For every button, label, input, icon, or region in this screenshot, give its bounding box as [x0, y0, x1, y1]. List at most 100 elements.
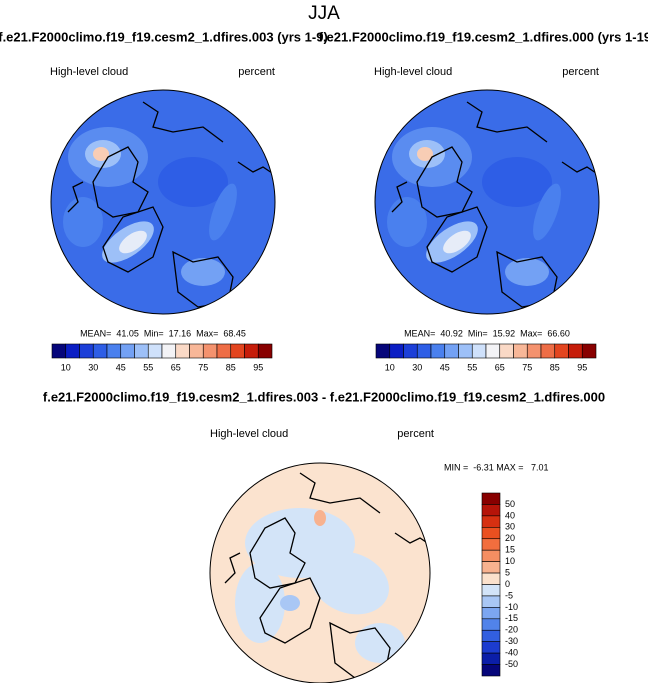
colorbar-box	[481, 504, 501, 517]
map-region	[533, 183, 561, 241]
map-region	[209, 183, 237, 241]
colorbar-label: 10	[61, 362, 71, 372]
coastline	[391, 181, 408, 213]
map-region	[311, 551, 389, 615]
colorbar-box	[147, 343, 163, 359]
colorbar-box	[389, 343, 404, 359]
colorbar-label: 55	[143, 362, 153, 372]
colorbar-label: 30	[505, 522, 515, 532]
coastline	[496, 250, 558, 308]
colorbar-label: 5	[505, 567, 510, 577]
coastline	[67, 181, 84, 213]
colorbar-box	[485, 343, 501, 359]
map-region	[93, 147, 109, 161]
colorbar-box	[481, 652, 501, 665]
coastline	[249, 517, 306, 589]
colorbar-box	[444, 343, 459, 359]
colorbar-label: 50	[505, 499, 515, 509]
coastline	[172, 250, 234, 308]
coastline	[466, 101, 548, 143]
colorbar-box	[120, 343, 135, 359]
units-label: percent	[238, 66, 275, 78]
colorbar-box	[79, 343, 94, 359]
colorbar-box	[513, 343, 528, 359]
colorbar-box	[375, 343, 391, 359]
colorbar-box	[471, 343, 487, 359]
coastline	[426, 206, 488, 273]
coastline	[92, 146, 149, 218]
colorbar-label: 85	[550, 362, 560, 372]
colorbar-box	[568, 343, 583, 359]
map-stats: MEAN= 40.92 Min= 15.92 Max= 66.60	[404, 328, 570, 338]
colorbar-label: 75	[198, 362, 208, 372]
colorbar-label: -20	[505, 625, 518, 635]
colorbar-box	[481, 595, 501, 608]
map-stats: MIN = -6.31 MAX = 7.01	[444, 462, 549, 472]
panel-title: f.e21.F2000climo.f19_f19.cesm2_1.dfires.…	[319, 29, 648, 44]
map-region	[417, 147, 433, 161]
colorbar-label: 10	[385, 362, 395, 372]
colorbar-box	[481, 584, 501, 597]
colorbar-box	[134, 343, 149, 359]
colorbar-label: 65	[171, 362, 181, 372]
colorbar-box	[554, 343, 569, 359]
colorbar-label: -10	[505, 602, 518, 612]
coastline	[224, 552, 241, 584]
coastline	[299, 472, 381, 514]
colorbar-label: 45	[116, 362, 126, 372]
colorbar-label: -40	[505, 648, 518, 658]
variable-label: High-level cloud	[374, 66, 452, 78]
colorbar-label: 30	[412, 362, 422, 372]
colorbar-box	[481, 527, 501, 540]
colorbar-box	[106, 343, 122, 359]
colorbar-box	[581, 343, 597, 359]
colorbar-label: 95	[577, 362, 587, 372]
colorbar-box	[481, 538, 501, 551]
map-region	[63, 197, 103, 247]
colorbar-box	[216, 343, 232, 359]
colorbar-label: -30	[505, 636, 518, 646]
colorbar-box	[202, 343, 218, 359]
units-label: percent	[562, 66, 599, 78]
map-border	[50, 89, 276, 315]
coastline	[416, 146, 473, 218]
map-region	[235, 563, 285, 643]
colorbar-box	[161, 343, 177, 359]
map-region	[119, 230, 147, 254]
map-region	[158, 157, 228, 207]
colorbar-box	[481, 607, 501, 620]
variable-label: High-level cloud	[50, 66, 128, 78]
coastline	[142, 101, 224, 143]
map-region	[355, 623, 405, 663]
colorbar-label: 15	[505, 545, 515, 555]
figure-title: JJA	[308, 3, 340, 24]
colorbar-box	[481, 629, 501, 642]
colorbar-label: -5	[505, 590, 513, 600]
colorbar-box	[230, 343, 245, 359]
colorbar-box	[244, 343, 259, 359]
colorbar-label: 30	[88, 362, 98, 372]
colorbar-label: 65	[495, 362, 505, 372]
coastline	[259, 577, 321, 644]
colorbar-box	[403, 343, 418, 359]
colorbar-box	[481, 561, 501, 574]
colorbar-box	[458, 343, 473, 359]
colorbar-label: 95	[253, 362, 263, 372]
coastline	[102, 206, 164, 273]
colorbar-box	[481, 492, 501, 505]
polar-map	[375, 90, 599, 314]
panel-title: f.e21.F2000climo.f19_f19.cesm2_1.dfires.…	[0, 29, 328, 44]
colorbar-box	[526, 343, 542, 359]
units-label: percent	[397, 428, 434, 440]
variable-label: High-level cloud	[210, 428, 288, 440]
colorbar-box	[481, 664, 501, 677]
colorbar-label: -15	[505, 613, 518, 623]
colorbar-label: 40	[505, 510, 515, 520]
colorbar-label: 10	[505, 556, 515, 566]
colorbar-box	[92, 343, 108, 359]
panel-title: f.e21.F2000climo.f19_f19.cesm2_1.dfires.…	[43, 389, 605, 404]
map-region	[314, 510, 326, 526]
colorbar-label: 85	[226, 362, 236, 372]
colorbar-box	[481, 515, 501, 528]
